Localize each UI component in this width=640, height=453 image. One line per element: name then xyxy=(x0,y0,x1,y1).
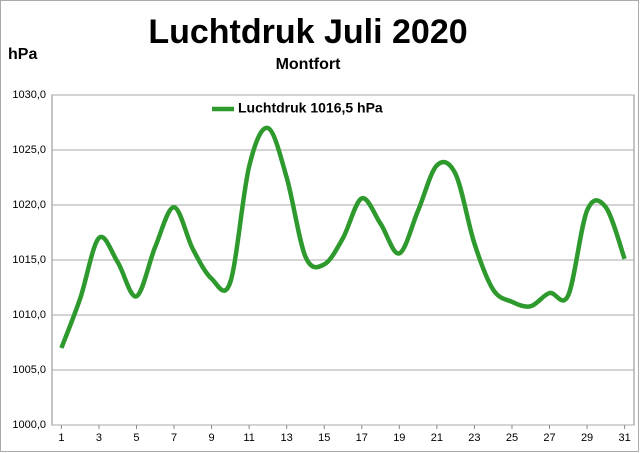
x-tick-label: 27 xyxy=(543,432,555,444)
y-tick-label: 1005,0 xyxy=(12,364,46,376)
x-tick-label: 5 xyxy=(133,432,139,444)
x-tick-label: 19 xyxy=(393,432,405,444)
x-tick-label: 7 xyxy=(171,432,177,444)
y-tick-label: 1025,0 xyxy=(12,144,46,156)
x-tick-label: 13 xyxy=(281,432,293,444)
y-axis-label: hPa xyxy=(8,46,37,63)
y-tick-label: 1020,0 xyxy=(12,199,46,211)
x-tick-label: 21 xyxy=(431,432,443,444)
y-tick-label: 1010,0 xyxy=(12,309,46,321)
x-tick-label: 9 xyxy=(209,432,215,444)
x-tick-label: 17 xyxy=(356,432,368,444)
x-tick-label: 11 xyxy=(243,432,254,444)
x-tick-label: 1 xyxy=(58,432,64,444)
chart-subtitle: Montfort xyxy=(276,56,342,73)
legend-label: Luchtdruk 1016,5 hPa xyxy=(238,100,383,116)
y-tick-label: 1015,0 xyxy=(12,254,46,266)
x-tick-label: 25 xyxy=(506,432,518,444)
y-tick-label: 1030,0 xyxy=(12,89,46,101)
x-tick-label: 23 xyxy=(468,432,480,444)
x-tick-label: 15 xyxy=(318,432,330,444)
chart-title: Luchtdruk Juli 2020 xyxy=(148,13,467,51)
x-tick-label: 29 xyxy=(581,432,593,444)
y-tick-label: 1000,0 xyxy=(12,419,46,431)
x-tick-label: 31 xyxy=(618,432,630,444)
x-tick-label: 3 xyxy=(96,432,102,444)
line-series xyxy=(59,125,627,349)
